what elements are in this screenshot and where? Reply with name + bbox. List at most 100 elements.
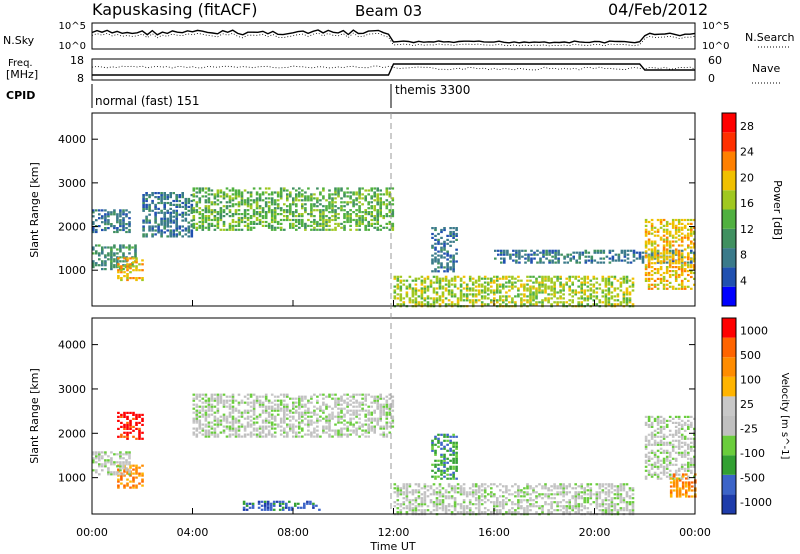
echo-cell <box>440 441 443 444</box>
echo-cell <box>690 266 693 269</box>
echo-cell <box>376 216 379 220</box>
echo-cell <box>437 441 440 444</box>
echo-cell <box>343 433 346 436</box>
echo-cell <box>343 399 346 402</box>
echo-cell <box>331 207 334 210</box>
echo-cell <box>677 226 681 229</box>
echo-cell <box>267 222 271 225</box>
echo-cell <box>625 509 629 512</box>
echo-cell <box>122 268 125 271</box>
echo-cell <box>674 271 678 275</box>
echo-cell <box>465 287 469 290</box>
echo-cell <box>219 393 223 396</box>
echo-cell <box>385 213 389 216</box>
echo-cell <box>95 455 98 458</box>
echo-cell <box>181 219 184 222</box>
echo-cell <box>601 511 605 514</box>
echo-cell <box>671 259 675 262</box>
echo-cell <box>373 431 376 434</box>
echo-cell <box>110 211 113 214</box>
echo-cell <box>181 205 184 208</box>
echo-cell <box>432 303 436 306</box>
echo-cell <box>443 248 446 251</box>
echo-cell <box>674 230 678 233</box>
echo-cell <box>562 495 565 498</box>
echo-cell <box>583 487 586 490</box>
echo-cell <box>204 413 208 416</box>
echo-cell <box>426 485 430 488</box>
echo-cell <box>286 407 289 410</box>
echo-cell <box>613 505 617 508</box>
echo-cell <box>693 271 696 275</box>
echo-cell <box>434 437 437 440</box>
echo-cell <box>367 429 370 432</box>
echo-cell <box>690 271 693 275</box>
echo-cell <box>361 423 364 426</box>
echo-cell <box>201 228 205 231</box>
echo-cell <box>385 222 389 225</box>
echo-cell <box>414 297 418 300</box>
echo-cell <box>650 283 654 286</box>
echo-cell <box>619 487 623 490</box>
echo-cell <box>117 415 120 418</box>
echo-cell <box>225 419 229 422</box>
echo-cell <box>447 289 451 292</box>
echo-cell <box>370 218 373 222</box>
echo-cell <box>680 261 684 264</box>
echo-cell <box>228 226 232 229</box>
echo-cell <box>462 293 466 296</box>
echo-cell <box>281 500 285 503</box>
echo-cell <box>471 491 475 494</box>
echo-cell <box>557 257 560 260</box>
echo-cell <box>337 421 340 424</box>
echo-cell <box>346 397 349 400</box>
echo-cell <box>138 413 141 416</box>
echo-cell <box>98 455 101 458</box>
echo-cell <box>154 203 157 206</box>
echo-cell <box>647 455 651 458</box>
echo-cell <box>125 467 128 470</box>
echo-cell <box>358 205 361 208</box>
echo-cell <box>367 419 370 422</box>
echo-cell <box>388 193 392 196</box>
echo-cell <box>107 252 110 255</box>
echo-cell <box>443 465 446 468</box>
echo-cell <box>213 201 217 204</box>
echo-cell <box>257 500 261 503</box>
echo-cell <box>693 266 696 269</box>
echo-cell <box>408 485 412 488</box>
echo-cell <box>536 261 539 264</box>
echo-cell <box>583 507 586 510</box>
echo-cell <box>148 221 151 224</box>
echo-cell <box>119 465 122 468</box>
echo-cell <box>264 191 268 194</box>
echo-cell <box>246 417 250 420</box>
echo-cell <box>322 429 325 432</box>
echo-cell <box>656 260 660 263</box>
echo-cell <box>659 429 663 432</box>
echo-cell <box>517 511 520 514</box>
echo-cell <box>169 215 172 218</box>
echo-cell <box>544 275 547 278</box>
echo-cell <box>580 485 583 488</box>
echo-cell <box>671 218 675 222</box>
echo-cell <box>92 228 95 232</box>
echo-cell <box>483 489 487 492</box>
echo-cell <box>465 511 469 514</box>
echo-cell <box>656 435 660 438</box>
echo-cell <box>438 491 442 494</box>
echo-cell <box>141 472 144 475</box>
echo-cell <box>113 260 116 263</box>
echo-cell <box>295 193 298 196</box>
echo-cell <box>511 281 514 284</box>
echo-cell <box>237 419 241 422</box>
echo-cell <box>234 211 238 214</box>
echo-cell <box>557 259 560 262</box>
echo-cell <box>310 228 313 231</box>
echo-cell <box>276 220 280 224</box>
echo-cell <box>337 419 340 422</box>
echo-cell <box>340 427 343 430</box>
echo-cell <box>198 213 202 216</box>
echo-cell <box>496 279 499 282</box>
echo-cell <box>423 285 427 288</box>
